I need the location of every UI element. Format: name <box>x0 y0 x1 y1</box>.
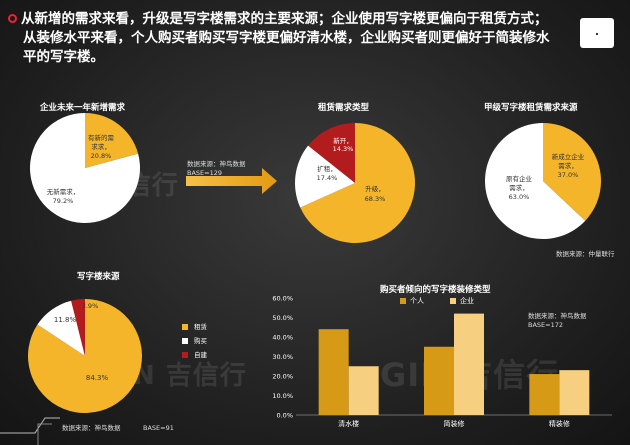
header-text: 从新增的需求来看，升级是写字楼需求的主要来源；企业使用写字楼更偏向于租赁方式； … <box>8 10 578 67</box>
bar-ytick-2: 20.0% <box>272 373 293 381</box>
bar-ytick-5: 50.0% <box>272 314 293 322</box>
pie4-slice-1 <box>37 300 85 356</box>
pie4-legend-swatch-0 <box>182 324 188 330</box>
pie4-slice-2 <box>71 299 85 356</box>
bar-xtick-1: 简装修 <box>444 419 465 428</box>
source-note-top-right: 数据来源：仲量联行 <box>556 250 615 258</box>
source-note-mid-text: 数据来源：神鸟数据 <box>187 160 246 168</box>
pie1-label-1-value: 79.2% <box>53 197 74 205</box>
source-note-bar-text: 数据来源：神鸟数据 <box>528 312 587 320</box>
bar-1-1 <box>454 313 484 415</box>
logo-dot-icon <box>596 33 598 35</box>
chart-title-pie1: 企业未来一年新增需求 <box>40 103 126 113</box>
bar-ytick-4: 40.0% <box>272 334 293 342</box>
base-note-bottom-left: BASE=91 <box>143 424 174 432</box>
pie1-slice-0 <box>85 113 139 168</box>
bar-xtick-2: 精装修 <box>549 419 570 428</box>
pie3-label-1-name: 原有企业 <box>506 174 533 183</box>
bar-ytick-0: 0.0% <box>276 412 293 420</box>
pie2-label-2-name: 升级， <box>365 184 385 193</box>
pie1-label-0-value: 20.8% <box>91 152 112 160</box>
pie4-legend-swatch-2 <box>182 352 188 358</box>
chart-title-pie3: 甲级写字楼租赁需求来源 <box>484 103 578 113</box>
pie1-label-0-name2: 求求， <box>91 142 111 151</box>
bar-1-0 <box>424 346 454 415</box>
pie4-legend-label-0: 租赁 <box>194 322 208 331</box>
pie3-label-1-value: 63.0% <box>509 193 530 201</box>
pie3-label-0-name2: 需求， <box>558 161 578 170</box>
bar-legend-swatch-1 <box>450 298 456 304</box>
pie4-legend-label-1: 购买 <box>194 336 208 345</box>
pie2-slice-2 <box>300 123 415 243</box>
pie2-slice-1 <box>295 145 355 208</box>
base-note-mid-text: BASE=129 <box>187 169 222 177</box>
bar-ytick-3: 30.0% <box>272 353 293 361</box>
bar-0-0 <box>318 329 349 415</box>
bar-legend-swatch-0 <box>400 298 406 304</box>
chart-title-pie2: 租赁需求类型 <box>318 103 370 113</box>
bar-2-1 <box>559 370 590 415</box>
bar-ytick-6: 60.0% <box>272 295 293 303</box>
pie3-slice-0 <box>543 123 601 221</box>
bar-legend-label-1: 企业 <box>460 296 474 305</box>
bullet-icon <box>8 14 17 23</box>
pie3-label-0-name: 新成立企业 <box>552 152 585 161</box>
pie1-label-0-name: 有新的需 <box>88 133 115 142</box>
pie2-slice-0 <box>308 123 355 183</box>
pie4-label-2-value: 3.9% <box>82 302 99 310</box>
header-line-1-text: 从新增的需求来看，升级是写字楼需求的主要来源；企业使用写字楼更偏向于租赁方式； <box>21 11 548 27</box>
arrow-icon <box>186 168 277 194</box>
decor-lines-2 <box>37 423 52 445</box>
decor-lines <box>0 417 60 434</box>
pie2-label-0-value: 14.3% <box>333 145 354 153</box>
pie4-legend-label-2: 自建 <box>194 350 208 359</box>
pie1-label-1-name: 无新需求， <box>47 187 80 196</box>
source-note-bar: 数据来源：神鸟数据 BASE=172 <box>528 312 587 330</box>
source-note-mid: 数据来源：神鸟数据 BASE=129 <box>187 160 246 178</box>
pie4-label-0-value: 84.3% <box>86 374 109 382</box>
chart-title-pie4: 写字楼来源 <box>77 272 120 282</box>
chart-title-bar: 购买者倾向的写字楼装修类型 <box>380 285 491 295</box>
logo-box <box>580 18 614 48</box>
pie2-label-0-name: 新开， <box>333 136 353 145</box>
base-note-bar-text: BASE=172 <box>528 321 563 329</box>
pie3-label-1-name2: 需求， <box>509 183 529 192</box>
pie3-label-0-value: 37.0% <box>558 171 579 179</box>
pie4-label-1-value: 11.8% <box>54 316 77 324</box>
header-line-2: 从装修水平来看，个人购买者购买写字楼更偏好清水楼，企业购买者则更偏好于简装修水 <box>23 30 550 46</box>
pie2-label-1-name: 扩租， <box>317 164 337 173</box>
bar-0-1 <box>348 366 379 415</box>
bar-legend-label-0: 个人 <box>410 297 424 305</box>
bar-2-0 <box>529 374 560 415</box>
pie2-label-2-value: 68.3% <box>365 195 386 203</box>
pie4-legend-swatch-1 <box>182 338 188 344</box>
source-note-bottom-left: 数据来源：神鸟数据 <box>62 424 121 432</box>
bar-xtick-0: 清水楼 <box>338 419 359 428</box>
header-line-3: 平的写字楼。 <box>23 49 104 65</box>
pie3-slice-1 <box>484 123 586 239</box>
pie2-label-1-value: 17.4% <box>317 174 338 182</box>
header-line-1: 从新增的需求来看，升级是写字楼需求的主要来源；企业使用写字楼更偏向于租赁方式； <box>8 10 578 29</box>
bar-ytick-1: 10.0% <box>272 392 293 400</box>
